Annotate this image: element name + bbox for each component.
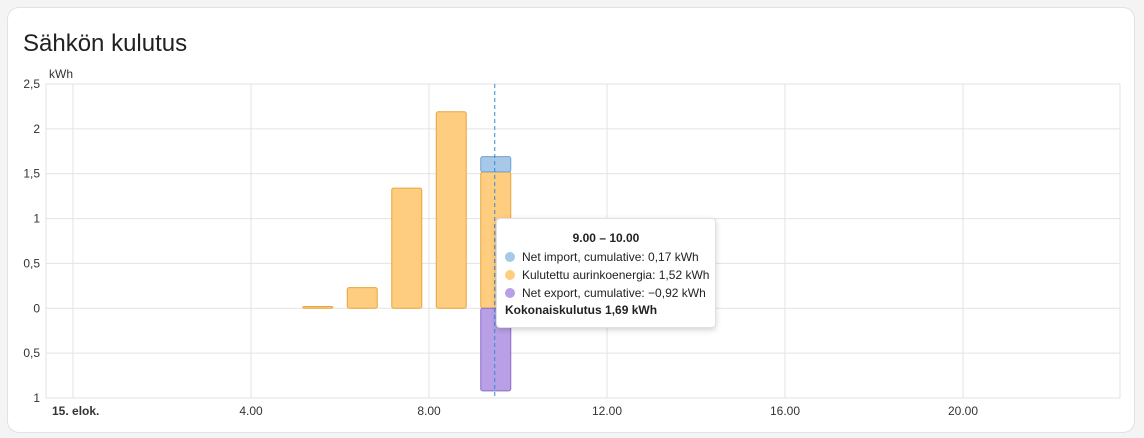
bar-solar xyxy=(435,111,467,309)
tooltip-row-solar: Kulutettu aurinkoenergia: 1,52 kWh xyxy=(505,267,709,283)
y-tick-label: 2 xyxy=(33,122,40,136)
tooltip-row-text: Net export, cumulative: −0,92 kWh xyxy=(522,286,706,300)
y-tick-label: 1 xyxy=(33,212,40,226)
y-tick-label: 0,5 xyxy=(23,256,40,270)
y-axis-label: kWh xyxy=(49,67,73,81)
card-title: Sähkön kulutus xyxy=(23,30,188,57)
bar-solar xyxy=(302,305,334,309)
tooltip-row-net-export: Net export, cumulative: −0,92 kWh xyxy=(505,285,706,301)
y-tick-label: 0,5 xyxy=(23,346,40,360)
tooltip-total: Kokonaiskulutus 1,69 kWh xyxy=(505,303,658,317)
net-export-dot-icon xyxy=(505,288,515,298)
x-tick-label: 16.00 xyxy=(770,404,800,418)
net-import-dot-icon xyxy=(505,252,515,262)
tooltip-row-text: Kulutettu aurinkoenergia: 1,52 kWh xyxy=(522,268,710,282)
bar-net-import xyxy=(480,156,512,173)
tooltip-row-net-import: Net import, cumulative: 0,17 kWh xyxy=(505,249,699,265)
x-tick-label: 4.00 xyxy=(239,404,263,418)
bar-solar xyxy=(346,287,378,309)
solar-dot-icon xyxy=(505,270,515,280)
y-tick-label: 1 xyxy=(33,391,40,405)
y-tick-label: 2,5 xyxy=(23,77,40,91)
y-tick-label: 0 xyxy=(33,301,40,315)
chart-tooltip: 9.00 – 10.00 Net import, cumulative: 0,1… xyxy=(496,218,716,328)
tooltip-row-text: Net import, cumulative: 0,17 kWh xyxy=(522,250,699,264)
x-tick-label: 20.00 xyxy=(948,404,978,418)
bar-net-export xyxy=(480,307,512,392)
bar-solar xyxy=(391,187,423,309)
y-tick-label: 1,5 xyxy=(23,167,40,181)
tooltip-title: 9.00 – 10.00 xyxy=(572,231,640,245)
x-tick-label: 15. elok. xyxy=(52,404,99,418)
x-tick-label: 8.00 xyxy=(417,404,441,418)
x-tick-label: 12.00 xyxy=(592,404,622,418)
